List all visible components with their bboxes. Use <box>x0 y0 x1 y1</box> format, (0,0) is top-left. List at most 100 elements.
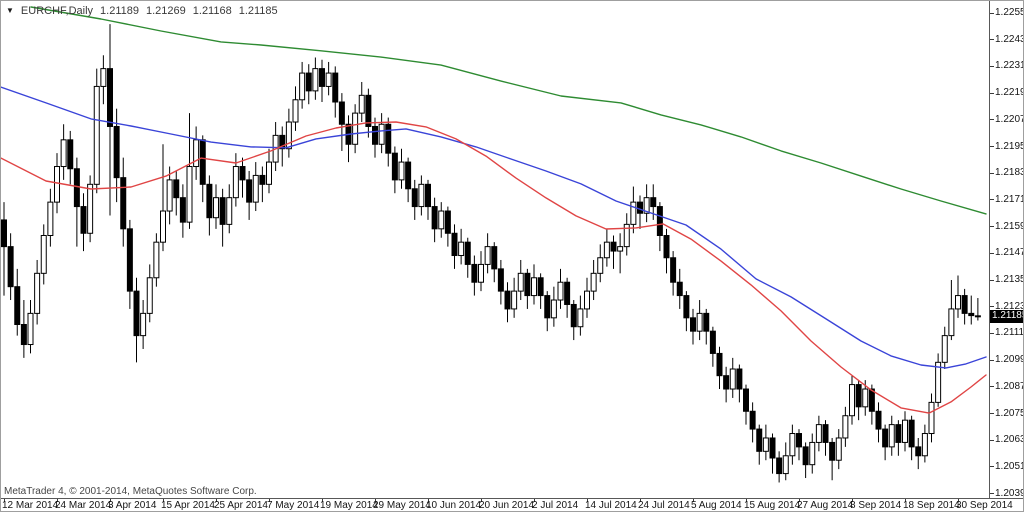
candle <box>478 251 484 292</box>
time-axis-tick <box>799 499 800 502</box>
candle <box>100 55 107 105</box>
price-tick-label: 1.21590 <box>995 220 1023 232</box>
candle <box>372 117 378 158</box>
chart-plot-area[interactable] <box>1 1 989 498</box>
candle <box>20 300 27 358</box>
candle <box>802 442 809 479</box>
candle <box>809 433 816 474</box>
symbol-dropdown-icon[interactable]: ▼ <box>6 5 14 15</box>
price-axis-tick <box>990 172 994 174</box>
time-axis-tick <box>746 499 747 502</box>
date-tick-label: 19 May 2014 <box>320 500 378 511</box>
ohlc-low-value: 1.21168 <box>192 4 232 17</box>
time-axis-tick <box>375 499 376 502</box>
candle <box>444 206 451 247</box>
candle <box>855 380 862 421</box>
candle <box>285 108 292 158</box>
candle <box>749 402 756 443</box>
ma-slow-green <box>30 6 987 215</box>
candle <box>849 375 855 425</box>
date-tick-label: 2 Jul 2014 <box>532 500 579 511</box>
candle <box>597 244 604 283</box>
candle <box>511 277 518 318</box>
price-axis-tick <box>990 92 994 94</box>
price-axis-tick <box>990 359 994 361</box>
price-axis-tick <box>990 39 994 41</box>
candle <box>743 384 749 425</box>
candle <box>325 61 332 96</box>
time-axis-tick <box>693 499 694 502</box>
candle <box>1 202 7 296</box>
candle <box>815 415 822 452</box>
candle <box>418 175 425 216</box>
candle <box>259 166 266 203</box>
candle <box>252 162 259 212</box>
price-tick-label: 1.20750 <box>995 407 1023 419</box>
price-axis-tick <box>990 119 994 121</box>
price-axis[interactable]: 1.21185 1.22550 1.22430 1.22310 1.22190 1.22… <box>989 1 1023 498</box>
time-axis-tick <box>905 499 906 502</box>
date-tick-label: 7 May 2014 <box>267 500 320 511</box>
candle <box>60 124 67 180</box>
candle <box>126 219 133 309</box>
candle <box>577 295 584 336</box>
candle <box>173 170 180 216</box>
candle <box>497 259 504 305</box>
ma-medium-blue <box>1 86 987 369</box>
price-tick-label: 1.22310 <box>995 60 1023 72</box>
candle <box>590 259 597 301</box>
candle <box>908 415 915 461</box>
candle <box>948 280 955 341</box>
time-axis-tick <box>322 499 323 502</box>
candle <box>762 424 769 461</box>
candle <box>67 130 74 185</box>
candle <box>458 228 465 265</box>
candle <box>120 157 127 247</box>
price-axis-tick <box>990 306 994 308</box>
candle <box>736 364 743 403</box>
price-axis-tick <box>990 439 994 441</box>
time-axis[interactable]: 12 Mar 2014 24 Mar 2014 3 Apr 2014 15 Apr 2… <box>1 498 1023 511</box>
price-tick-label: 1.20870 <box>995 380 1023 392</box>
candle <box>974 298 981 321</box>
candle <box>27 300 34 354</box>
time-axis-tick <box>163 499 164 502</box>
candle <box>179 184 186 238</box>
time-axis-tick <box>110 499 111 502</box>
price-tick-label: 1.22430 <box>995 33 1023 45</box>
candle <box>656 202 663 252</box>
candle <box>564 277 571 318</box>
candle <box>160 144 166 252</box>
candle <box>723 366 730 403</box>
candle <box>517 259 524 301</box>
candle <box>312 57 319 100</box>
candle <box>345 115 352 163</box>
ma-fast-red <box>1 121 987 414</box>
date-tick-label: 20 Jun 2014 <box>479 500 535 511</box>
candle <box>431 197 438 243</box>
candle <box>683 291 690 332</box>
date-tick-label: 29 May 2014 <box>373 500 431 511</box>
candle <box>153 233 160 287</box>
candle <box>822 420 829 456</box>
candle <box>690 308 696 345</box>
candle <box>709 326 716 367</box>
date-tick-label: 5 Aug 2014 <box>691 500 742 511</box>
chart-title-bar: ▼ EURCHF,Daily 1.21189 1.21269 1.21168 1… <box>6 4 278 17</box>
candle <box>438 202 445 238</box>
chart-canvas[interactable] <box>1 1 989 498</box>
candle <box>140 300 147 349</box>
candle <box>915 437 922 470</box>
candle <box>955 275 961 318</box>
time-axis-tick <box>852 499 853 502</box>
candle <box>272 122 279 171</box>
time-axis-tick <box>481 499 482 502</box>
candle <box>398 148 405 189</box>
candle <box>676 268 683 309</box>
date-tick-label: 24 Mar 2014 <box>55 500 112 511</box>
date-tick-label: 24 Jul 2014 <box>638 500 690 511</box>
candle <box>895 420 902 456</box>
candle <box>637 195 643 229</box>
candle <box>451 224 458 269</box>
